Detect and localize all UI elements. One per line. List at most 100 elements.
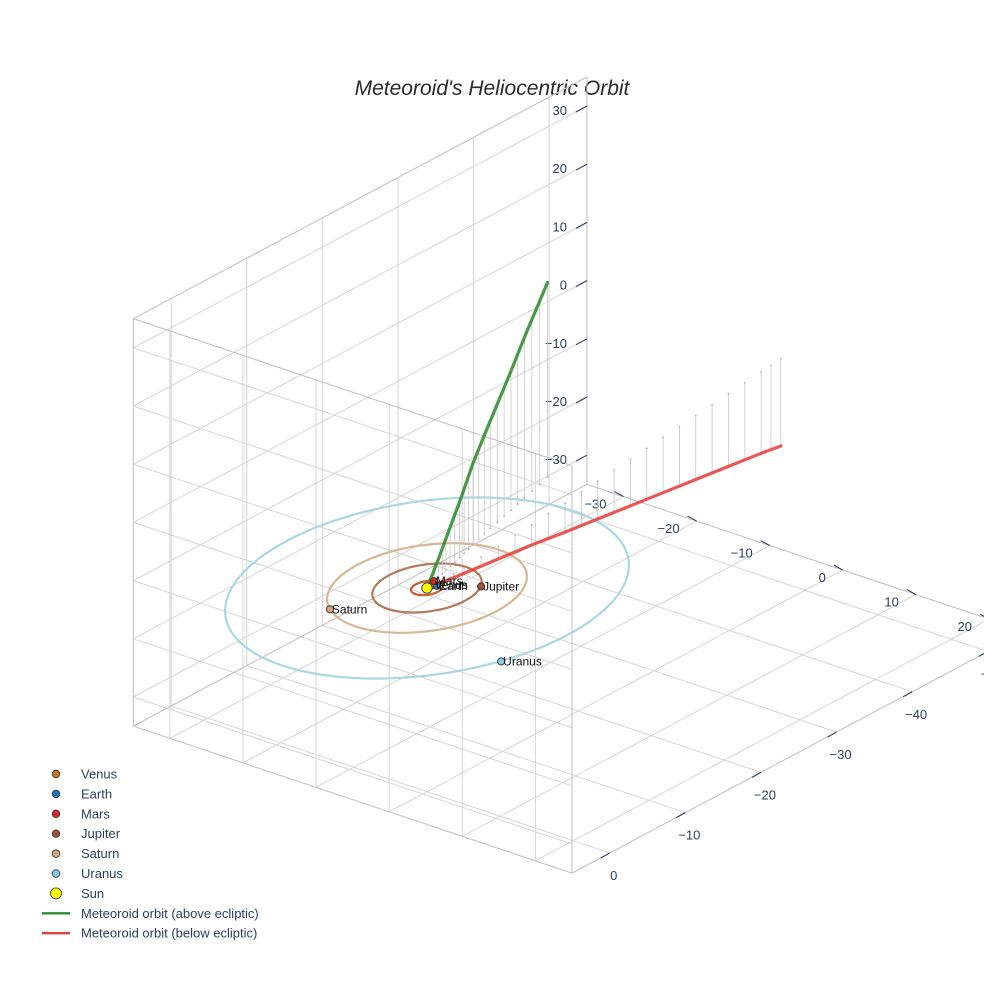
- legend-label: Earth: [81, 786, 112, 801]
- sun-marker: [421, 582, 433, 594]
- drop-line-foot-below: [770, 364, 772, 367]
- drop-line-foot-above: [453, 561, 456, 564]
- drop-line-foot-above: [477, 538, 480, 540]
- box-edge: [133, 318, 573, 467]
- floor-grid-x: [169, 496, 624, 739]
- axis-ticks: −30 −20 −10 0 10 20 −50 −40 −30 −20 −10 0 −30 −20 −10 0…: [545, 103, 984, 883]
- drop-line-foot-below: [564, 502, 566, 504]
- box-edge: [133, 483, 588, 727]
- wall-y-grid-z: [133, 580, 573, 729]
- y-tick-mark: [827, 731, 837, 738]
- floor-grid-y: [322, 624, 762, 773]
- planet-label-earth: Earth: [439, 579, 468, 593]
- floor-grid-y: [397, 584, 837, 733]
- drop-line-foot-above: [546, 476, 549, 479]
- z-tick-label: −10: [545, 336, 567, 351]
- z-tick-mark: [575, 454, 588, 462]
- meteoroid-orbit-below: [425, 444, 783, 590]
- drop-line-foot-below: [711, 403, 714, 406]
- drop-line-foot-above: [449, 565, 452, 568]
- legend-swatch-dot: [51, 789, 61, 799]
- box-edge: [133, 76, 588, 320]
- drop-line-foot-below: [596, 480, 599, 483]
- wall-y-grid-z: [133, 463, 573, 612]
- y-tick-label: −10: [678, 828, 700, 843]
- drop-line-foot-below: [580, 491, 583, 493]
- legend-label: Sun: [81, 886, 104, 901]
- z-tick-label: −30: [545, 452, 567, 467]
- x-tick-mark: [906, 589, 917, 596]
- planet-label-venus: Venus: [434, 578, 467, 592]
- wall-y-grid-z: [133, 347, 573, 496]
- z-tick-label: 20: [552, 161, 566, 176]
- drop-line-foot-above: [463, 552, 466, 555]
- drop-line-foot-above: [538, 483, 541, 486]
- box-edge: [133, 725, 573, 874]
- x-tick-mark: [760, 540, 770, 547]
- x-tick-mark: [687, 515, 697, 522]
- z-tick-mark: [575, 280, 588, 288]
- drop-line-foot-below: [514, 534, 516, 537]
- floor-grid-x: [315, 545, 770, 788]
- drop-line-foot-below: [452, 572, 455, 575]
- z-tick-label: 10: [552, 219, 566, 234]
- chart-title: Meteoroid's Heliocentric Orbit: [355, 77, 631, 100]
- y-tick-mark: [751, 771, 762, 778]
- drop-line-foot-below: [530, 523, 533, 526]
- drop-line-foot-above: [503, 515, 506, 518]
- z-tick-label: −20: [545, 394, 567, 409]
- legend-label: Meteoroid orbit (above ecliptic): [81, 906, 259, 921]
- drop-line-foot-above: [496, 521, 499, 524]
- x-tick-label: 10: [884, 595, 898, 610]
- drop-line-foot-above: [472, 543, 475, 546]
- wall-y-grid-z: [133, 638, 573, 787]
- orbit-jupiter: [371, 562, 483, 614]
- legend-label: Saturn: [81, 846, 119, 861]
- z-tick-mark: [575, 163, 588, 171]
- legend-label: Jupiter: [81, 826, 121, 841]
- x-tick-mark: [614, 491, 624, 498]
- drop-line-foot-above: [510, 509, 512, 512]
- floor-grid-x: [388, 569, 844, 813]
- meteoroid-orbit-above: [425, 280, 550, 590]
- floor-grid-x: [535, 621, 984, 862]
- planet-mars-marker: [429, 577, 438, 586]
- drop-line-foot-below: [662, 436, 664, 439]
- drop-line-foot-above: [489, 527, 492, 530]
- planet-uranus-marker: [497, 657, 506, 666]
- legend-label: Mars: [81, 806, 110, 821]
- wall-x-grid-z: [133, 221, 588, 465]
- drop-line-foot-below: [678, 425, 681, 428]
- drop-line-foot-above: [516, 503, 519, 506]
- drop-line-foot-below: [760, 370, 763, 373]
- box-edge: [571, 652, 984, 874]
- drop-line-foot-above: [483, 532, 486, 535]
- drop-line-foot-above: [523, 497, 526, 499]
- floor-grid-y: [170, 705, 610, 854]
- y-tick-mark: [978, 652, 984, 657]
- y-tick-mark: [600, 852, 611, 859]
- x-tick-label: 20: [958, 619, 972, 634]
- drop-line-foot-below: [779, 357, 782, 360]
- planet-label-mars: Mars: [436, 574, 463, 588]
- y-tick-mark: [676, 812, 686, 819]
- wall-y-grid-z: [133, 405, 573, 554]
- y-tick-label: −50: [981, 666, 984, 681]
- y-tick-label: −20: [754, 787, 776, 802]
- legend-swatch-dot: [51, 869, 61, 878]
- wall-x-grid-z: [133, 105, 588, 349]
- orbit-uranus: [223, 496, 631, 680]
- orbit-saturn: [325, 542, 529, 634]
- drop-line-foot-below: [480, 556, 483, 558]
- y-tick-mark: [902, 691, 913, 698]
- z-tick-mark: [575, 105, 588, 113]
- drop-line-foot-below: [497, 545, 500, 548]
- x-tick-mark: [979, 613, 984, 617]
- drop-lines: [430, 282, 782, 586]
- wall-x-grid-z: [133, 163, 588, 407]
- floor-grid-y: [473, 544, 913, 693]
- drop-line-foot-below: [743, 381, 746, 384]
- floor-grid-x: [462, 594, 917, 837]
- x-tick-mark: [833, 564, 844, 571]
